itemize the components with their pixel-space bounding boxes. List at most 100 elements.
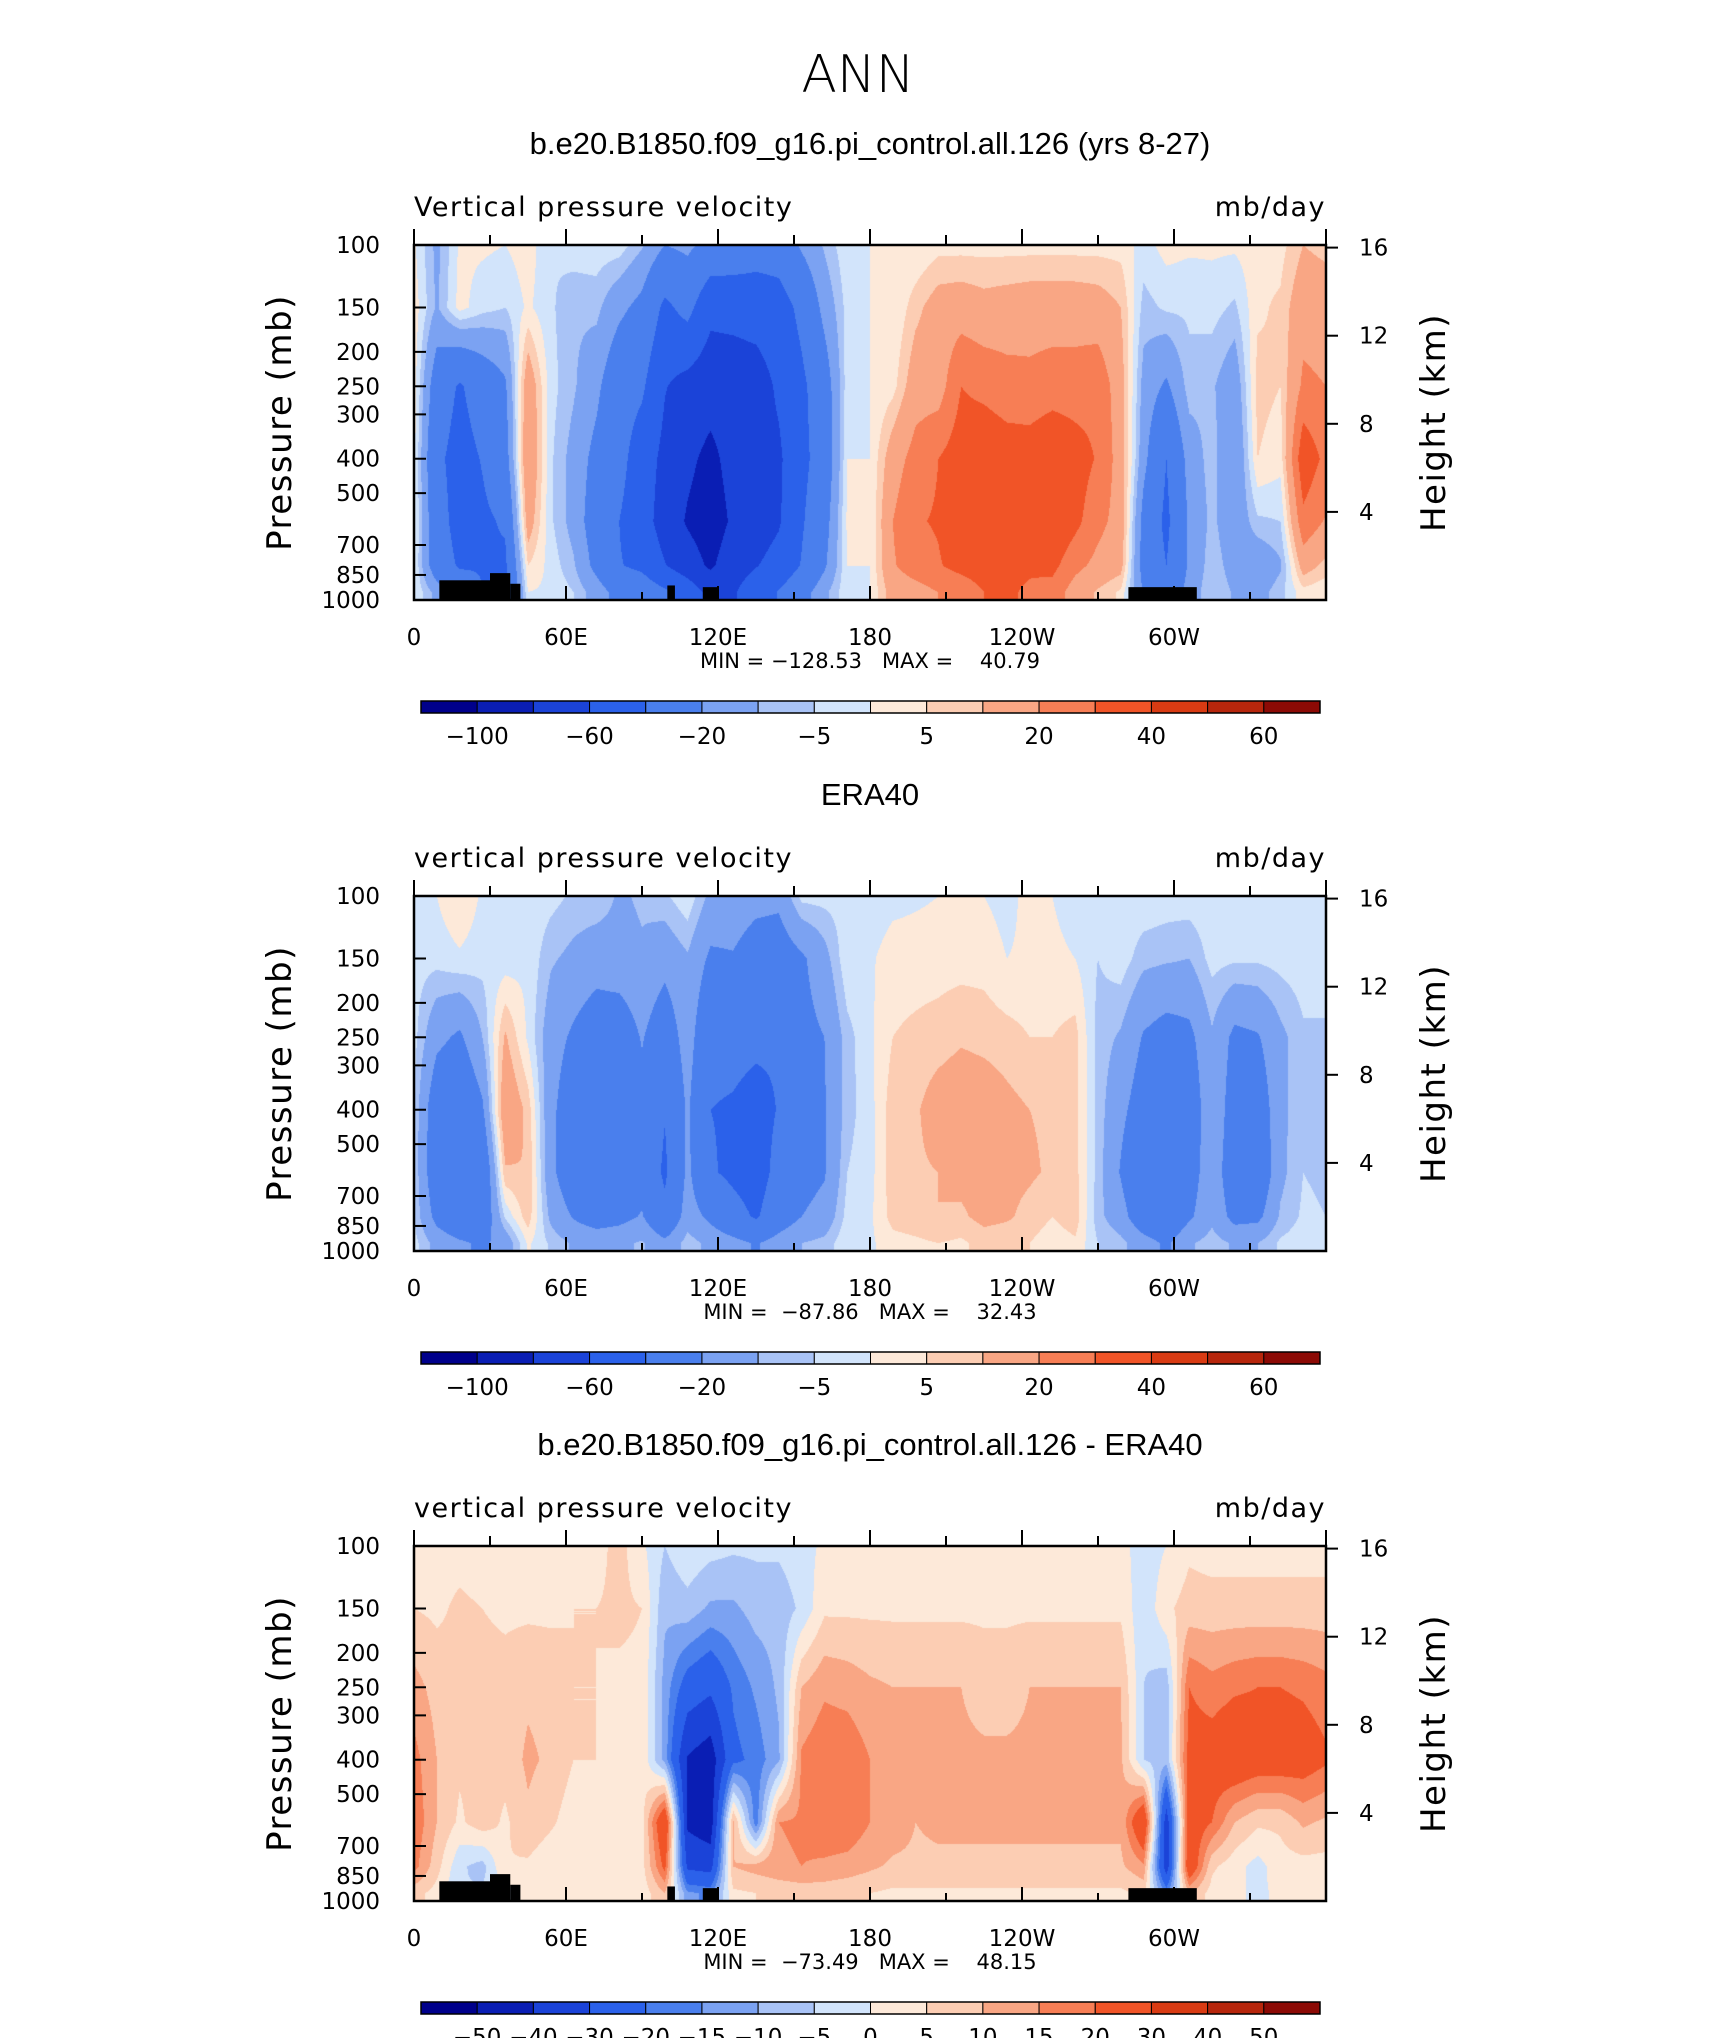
min-max-label: MIN = −73.49 MAX = 48.15	[703, 1950, 1036, 1974]
field-image	[414, 896, 1326, 1251]
colorbar-swatch	[1207, 700, 1265, 714]
colorbar-label: 20	[1024, 724, 1053, 750]
right-label: mb/day	[1215, 1493, 1326, 1524]
colorbar-swatch	[1094, 2001, 1152, 2015]
colorbar-label: 5	[919, 724, 934, 750]
colorbar-swatch	[870, 700, 928, 714]
colorbar-swatch	[589, 700, 647, 714]
y-tick-label: 300	[336, 402, 380, 428]
y-tick-label: 100	[336, 1534, 380, 1560]
colorbar-label: −30	[565, 2025, 614, 2038]
left-label: Vertical pressure velocity	[414, 192, 793, 223]
terrain-block	[702, 1888, 718, 1901]
terrain-block	[667, 585, 675, 600]
colorbar-swatch	[1207, 1351, 1265, 1365]
right-tick-label: 4	[1359, 1801, 1374, 1827]
x-tick-label: 180	[848, 1276, 892, 1302]
colorbar-label: 50	[1249, 2025, 1278, 2038]
x-tick-label: 0	[407, 1276, 422, 1302]
right-label: mb/day	[1215, 192, 1326, 223]
colorbar-swatch	[1038, 2001, 1096, 2015]
colorbar-label: 40	[1137, 1375, 1166, 1401]
colorbar-label: −100	[446, 724, 509, 750]
colorbar-swatch	[476, 2001, 534, 2015]
colorbar-label: −20	[678, 1375, 727, 1401]
panel-3: b.e20.B1850.f09_g16.pi_control.all.126 -…	[260, 1427, 1454, 2038]
colorbar-swatch	[1263, 2001, 1321, 2015]
colorbar-swatch	[476, 1351, 534, 1365]
min-max-label: MIN = −128.53 MAX = 40.79	[700, 649, 1040, 673]
y-tick-label: 150	[336, 296, 380, 322]
x-tick-label: 120E	[689, 625, 747, 651]
x-tick-label: 60W	[1148, 625, 1200, 651]
colorbar-label: 15	[1024, 2025, 1053, 2038]
colorbar-swatch	[813, 2001, 871, 2015]
colorbar-label: 30	[1137, 2025, 1166, 2038]
colorbar-swatch	[476, 700, 534, 714]
x-tick-label: 60E	[544, 1926, 588, 1952]
colorbar-label: −5	[797, 724, 831, 750]
colorbar-swatch	[1263, 700, 1321, 714]
colorbar-swatch	[1094, 700, 1152, 714]
y-tick-label: 200	[336, 340, 380, 366]
terrain-block	[667, 1886, 675, 1901]
terrain-block	[1128, 1888, 1197, 1901]
colorbar-frame	[420, 2001, 1321, 2015]
colorbar-label: −40	[509, 2025, 558, 2038]
colorbar-swatch	[1207, 2001, 1265, 2015]
colorbar-swatch	[701, 700, 759, 714]
colorbar-label: −5	[797, 1375, 831, 1401]
right-tick-label: 8	[1359, 1063, 1374, 1089]
left-label: vertical pressure velocity	[414, 843, 793, 874]
colorbar-swatch	[645, 700, 703, 714]
right-tick-label: 8	[1359, 412, 1374, 438]
y-tick-label: 850	[336, 1214, 380, 1240]
x-tick-label: 60E	[544, 1276, 588, 1302]
y-tick-label: 700	[336, 1184, 380, 1210]
right-tick-label: 4	[1359, 500, 1374, 526]
panel-title: ERA40	[821, 777, 919, 812]
colorbar-label: 10	[968, 2025, 997, 2038]
terrain-block	[1128, 587, 1197, 600]
colorbar-swatch	[1150, 2001, 1209, 2015]
x-tick-label: 120W	[989, 625, 1056, 651]
colorbar-swatch	[645, 2001, 703, 2015]
colorbar-swatch	[1263, 1351, 1321, 1365]
colorbar-swatch	[1150, 1351, 1209, 1365]
colorbar-label: 20	[1081, 2025, 1110, 2038]
colorbar-swatch	[420, 1351, 478, 1365]
colorbar-swatch	[645, 1351, 703, 1365]
panel-title: b.e20.B1850.f09_g16.pi_control.all.126 -…	[537, 1427, 1202, 1462]
y-tick-label: 700	[336, 533, 380, 559]
colorbar-label: 5	[919, 1375, 934, 1401]
colorbar-swatch	[1038, 1351, 1096, 1365]
y-tick-label: 500	[336, 481, 380, 507]
colorbar-label: −10	[734, 2025, 783, 2038]
right-tick-label: 16	[1359, 1537, 1388, 1563]
y-tick-label: 1000	[321, 588, 380, 614]
x-tick-label: 0	[407, 1926, 422, 1952]
colorbar-swatch	[926, 1351, 984, 1365]
colorbar-swatch	[982, 1351, 1040, 1365]
colorbar-label: −15	[678, 2025, 727, 2038]
left-label: vertical pressure velocity	[414, 1493, 793, 1524]
colorbar-swatch	[757, 700, 815, 714]
colorbar-swatch	[701, 1351, 759, 1365]
x-tick-label: 120E	[689, 1926, 747, 1952]
colorbar-swatch	[757, 2001, 815, 2015]
terrain-block	[490, 1874, 511, 1901]
colorbar-frame	[420, 1351, 1321, 1365]
right-tick-label: 4	[1359, 1151, 1374, 1177]
y-tick-label: 200	[336, 1641, 380, 1667]
y-tick-label: 150	[336, 1597, 380, 1623]
y-tick-label: 250	[336, 1025, 380, 1051]
colorbar-frame	[420, 700, 1321, 714]
x-tick-label: 0	[407, 625, 422, 651]
x-tick-label: 120W	[989, 1926, 1056, 1952]
colorbar-swatch	[870, 1351, 928, 1365]
right-tick-label: 12	[1359, 324, 1388, 350]
y-tick-label: 400	[336, 1098, 380, 1124]
colorbar-swatch	[701, 2001, 759, 2015]
y-tick-label: 300	[336, 1053, 380, 1079]
colorbar-swatch	[532, 700, 591, 714]
